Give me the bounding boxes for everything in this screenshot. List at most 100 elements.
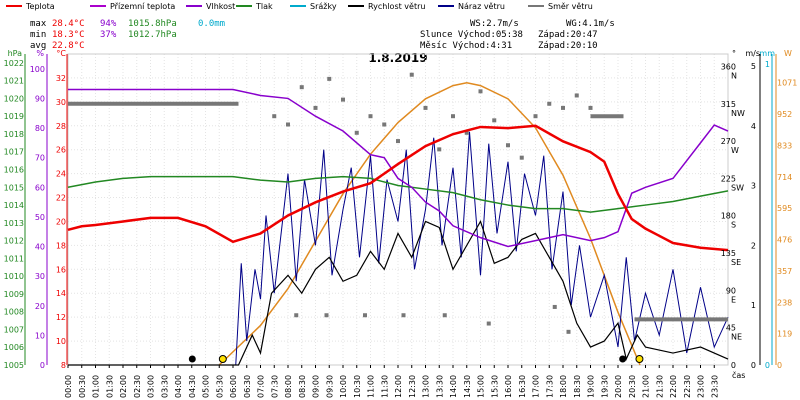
tick-x: 23:30 — [710, 375, 719, 398]
tick-x: 17:00 — [532, 375, 541, 398]
tick-deg: 135 — [721, 249, 736, 258]
wind-dir-point — [588, 105, 593, 110]
tick-dir: NW — [731, 109, 745, 118]
tick-pct: 60 — [35, 183, 45, 192]
legend-label: Teplota — [25, 2, 55, 11]
tick-x: 03:30 — [160, 375, 169, 398]
tick-x: 09:30 — [325, 375, 334, 398]
stat-max-label: max — [30, 19, 47, 29]
tick-x: 18:00 — [559, 375, 568, 398]
wind-speed-line — [68, 219, 729, 366]
tick-x: 13:30 — [435, 375, 444, 398]
tick-x: 07:00 — [257, 375, 266, 398]
legend-label: Náraz větru — [458, 2, 505, 11]
wind-dir-point — [464, 130, 469, 135]
tick-ms: 2 — [751, 241, 756, 250]
tick-c: 14 — [56, 289, 66, 298]
axis-ms-unit: m/s — [745, 49, 760, 58]
tick-pct: 90 — [35, 94, 45, 103]
tick-w: 238 — [777, 298, 792, 307]
tick-c: 22 — [56, 194, 66, 203]
tick-x: 20:00 — [614, 375, 623, 398]
tick-w: 119 — [777, 330, 792, 339]
wind-dir-point — [286, 122, 290, 127]
wind-dir-point — [442, 313, 447, 318]
moonset-marker — [619, 355, 627, 363]
tick-c: 28 — [56, 122, 66, 131]
tick-x: 17:30 — [545, 375, 554, 398]
wind-dir-point — [401, 313, 406, 318]
tick-x: 22:30 — [683, 375, 692, 398]
wind-dir-point — [574, 93, 579, 98]
tick-x: 10:30 — [353, 375, 362, 398]
tick-ms: 5 — [751, 62, 756, 71]
plot-area — [67, 53, 729, 366]
tick-deg: 270 — [721, 137, 736, 146]
wind-dir-point — [341, 97, 345, 102]
tick-c: 16 — [56, 265, 66, 274]
wind-dir-point — [272, 114, 277, 119]
wind-dir-point — [382, 122, 387, 127]
tick-dir: NE — [731, 333, 742, 342]
axes: hPa1022102110201019101810171016101510141… — [4, 49, 798, 398]
wind-dir-point — [294, 313, 299, 318]
tick-pct: 20 — [35, 302, 45, 311]
info-moon-set: Západ:20:10 — [538, 41, 598, 51]
tick-hpa: 1012 — [4, 237, 24, 246]
tick-ms: 1 — [751, 301, 756, 310]
wind-dir-point — [423, 105, 428, 110]
tick-x: 00:00 — [64, 375, 73, 398]
tick-hpa: 1017 — [4, 148, 24, 157]
tick-hpa: 1008 — [4, 308, 24, 317]
tick-x: 07:30 — [270, 375, 279, 398]
axis-hpa-unit: hPa — [8, 49, 23, 58]
stat-min-hum: 37% — [100, 30, 117, 40]
tick-x: 05:30 — [215, 375, 224, 398]
tick-hpa: 1015 — [4, 183, 24, 192]
tick-x: 13:00 — [422, 375, 431, 398]
tick-x: 19:00 — [587, 375, 596, 398]
moonrise-marker — [188, 355, 196, 363]
tick-x: 21:30 — [655, 375, 664, 398]
wind-dir-point — [492, 118, 497, 123]
temperature-line — [67, 124, 729, 252]
tick-dir: N — [731, 71, 737, 80]
legend-label: Směr větru — [548, 2, 593, 11]
tick-pct: 70 — [35, 154, 45, 163]
tick-x: 18:30 — [573, 375, 582, 398]
tick-hpa: 1014 — [4, 201, 24, 210]
tick-x: 22:00 — [669, 375, 678, 398]
tick-w: 0 — [777, 361, 782, 370]
tick-c: 8 — [61, 361, 66, 370]
tick-x: 20:30 — [628, 375, 637, 398]
stat-max-rain: 0.0mm — [198, 19, 225, 29]
tick-deg: 180 — [721, 212, 736, 221]
tick-deg: 0 — [731, 361, 736, 370]
tick-dir: E — [731, 295, 736, 304]
tick-deg: 360 — [721, 62, 736, 71]
wind-dir-point — [561, 105, 565, 110]
tick-c: 26 — [56, 146, 66, 155]
tick-ms: 4 — [751, 122, 756, 131]
info-sun: Slunce Východ:05:38 — [420, 30, 523, 40]
axis-c-unit: °C — [56, 49, 66, 58]
tick-pct: 100 — [30, 65, 45, 74]
tick-c: 24 — [56, 170, 66, 179]
tick-hpa: 1019 — [4, 112, 24, 121]
tick-hpa: 1005 — [4, 361, 24, 370]
wind-dir-point — [363, 313, 367, 318]
tick-hpa: 1009 — [4, 290, 24, 299]
tick-c: 30 — [56, 98, 66, 107]
tick-c: 12 — [56, 313, 66, 322]
tick-x: 21:00 — [642, 375, 651, 398]
tick-x: 01:00 — [92, 375, 101, 398]
tick-x: 02:00 — [119, 375, 128, 398]
wind-dir-point — [533, 114, 538, 119]
tick-w: 1071 — [777, 79, 797, 88]
info-panel: WS:2.7m/s WG:4.1m/s Slunce Východ:05:38 … — [420, 19, 615, 51]
tick-mm: 0 — [765, 361, 770, 370]
stat-max-temp: 28.4°C — [52, 19, 85, 29]
tick-x: 11:30 — [380, 375, 389, 398]
wind-dir-point — [327, 76, 332, 81]
